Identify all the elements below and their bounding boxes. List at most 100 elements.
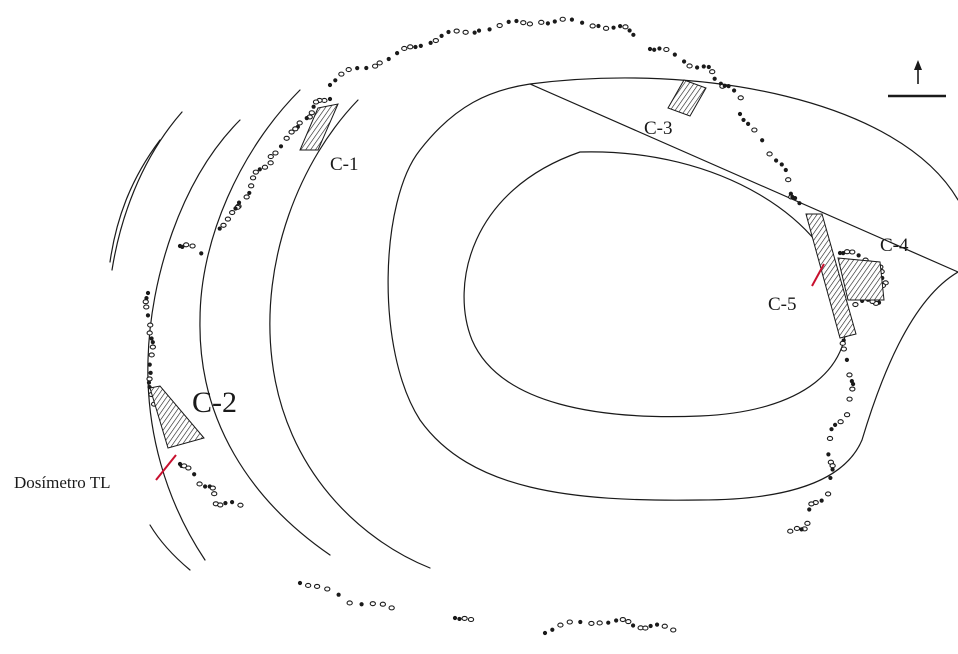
stone-marker — [296, 120, 303, 126]
stone-marker — [333, 78, 338, 83]
stone-marker — [388, 605, 395, 611]
stone-marker — [804, 520, 811, 526]
stone-marker — [217, 226, 222, 231]
stone-marker — [793, 525, 801, 531]
stone-marker — [569, 17, 575, 22]
stone-marker — [737, 95, 744, 101]
contour-outer-2 — [199, 89, 331, 556]
stone-marker — [292, 126, 299, 132]
stone-marker — [787, 528, 794, 534]
stone-marker — [526, 21, 534, 27]
stone-marker — [185, 465, 192, 471]
stone-marker — [695, 65, 700, 70]
stone-marker — [364, 65, 369, 71]
contour-outer-5 — [109, 139, 161, 263]
sector-label-c2: C-2 — [192, 386, 237, 419]
stone-marker — [192, 472, 197, 477]
contour-middle — [387, 77, 958, 501]
stone-marker — [647, 46, 653, 52]
stone-marker — [648, 623, 653, 629]
stone-marker — [681, 59, 687, 64]
stone-marker — [146, 380, 152, 385]
stone-marker — [627, 28, 632, 33]
stone-marker — [229, 500, 235, 505]
stone-marker — [819, 498, 824, 503]
stone-marker — [826, 435, 834, 442]
stone-marker — [839, 340, 846, 346]
stone-marker — [237, 502, 244, 508]
stone-marker — [856, 253, 861, 258]
stone-marker — [327, 82, 333, 88]
stone-marker — [701, 64, 706, 69]
stone-marker — [552, 19, 557, 24]
stone-marker — [336, 592, 341, 597]
stones — [142, 16, 889, 636]
stone-marker — [189, 243, 196, 249]
stone-marker — [846, 396, 853, 402]
stone-marker — [545, 21, 550, 26]
stone-marker — [797, 201, 802, 206]
stone-marker — [830, 467, 835, 472]
sector-c2-area — [149, 385, 205, 449]
stone-marker — [345, 67, 352, 73]
stone-marker — [369, 601, 376, 607]
contour-outer-6 — [149, 524, 191, 571]
stone-marker — [760, 138, 765, 143]
north-arrow-icon — [888, 60, 946, 98]
stone-marker — [630, 623, 636, 628]
stone-marker — [774, 158, 779, 163]
stone-marker — [808, 501, 815, 507]
stone-marker — [211, 491, 218, 497]
stone-marker — [751, 127, 758, 133]
stone-marker — [712, 76, 717, 81]
stone-marker — [418, 43, 423, 48]
stone-marker — [542, 630, 548, 636]
stone-marker — [467, 616, 475, 623]
stone-marker — [428, 40, 433, 45]
dosimeter-pointer — [155, 454, 177, 481]
stone-marker — [461, 615, 468, 621]
stone-marker — [844, 357, 850, 362]
stone-marker — [407, 44, 414, 50]
stone-marker — [462, 29, 469, 35]
stone-marker — [199, 251, 204, 256]
stone-marker — [196, 481, 203, 487]
stone-marker — [792, 196, 798, 201]
stone-marker — [766, 151, 773, 157]
stone-marker — [602, 25, 610, 31]
stone-marker — [304, 582, 312, 588]
stone-marker — [726, 84, 731, 89]
stone-marker — [183, 242, 190, 248]
stone-marker — [413, 44, 418, 50]
stone-marker — [150, 340, 155, 345]
stone-marker — [566, 619, 573, 625]
stone-marker — [432, 37, 439, 44]
stone-marker — [826, 452, 831, 457]
stone-marker — [550, 627, 555, 632]
stone-marker — [622, 24, 629, 30]
stone-marker — [145, 290, 151, 296]
contour-outer-3 — [147, 119, 241, 561]
stone-marker — [843, 249, 851, 255]
contour-lines — [109, 77, 958, 571]
stone-marker — [619, 616, 626, 623]
stone-marker — [395, 51, 400, 56]
stone-marker — [376, 60, 383, 66]
stone-marker — [252, 169, 259, 175]
stone-marker — [828, 475, 833, 481]
contour-outer-1 — [269, 99, 431, 569]
stone-marker — [506, 19, 511, 24]
stone-marker — [446, 29, 451, 35]
stone-marker — [401, 45, 408, 51]
stone-marker — [379, 601, 386, 607]
stone-marker — [807, 507, 812, 512]
sector-c5-area — [805, 213, 857, 339]
stone-marker — [147, 322, 154, 328]
stone-marker — [652, 47, 657, 52]
sector-label-c3: C-3 — [644, 118, 673, 139]
stone-marker — [247, 190, 252, 196]
stone-marker — [327, 96, 333, 102]
stone-marker — [840, 346, 848, 352]
stone-marker — [453, 28, 460, 34]
stone-marker — [746, 121, 751, 126]
